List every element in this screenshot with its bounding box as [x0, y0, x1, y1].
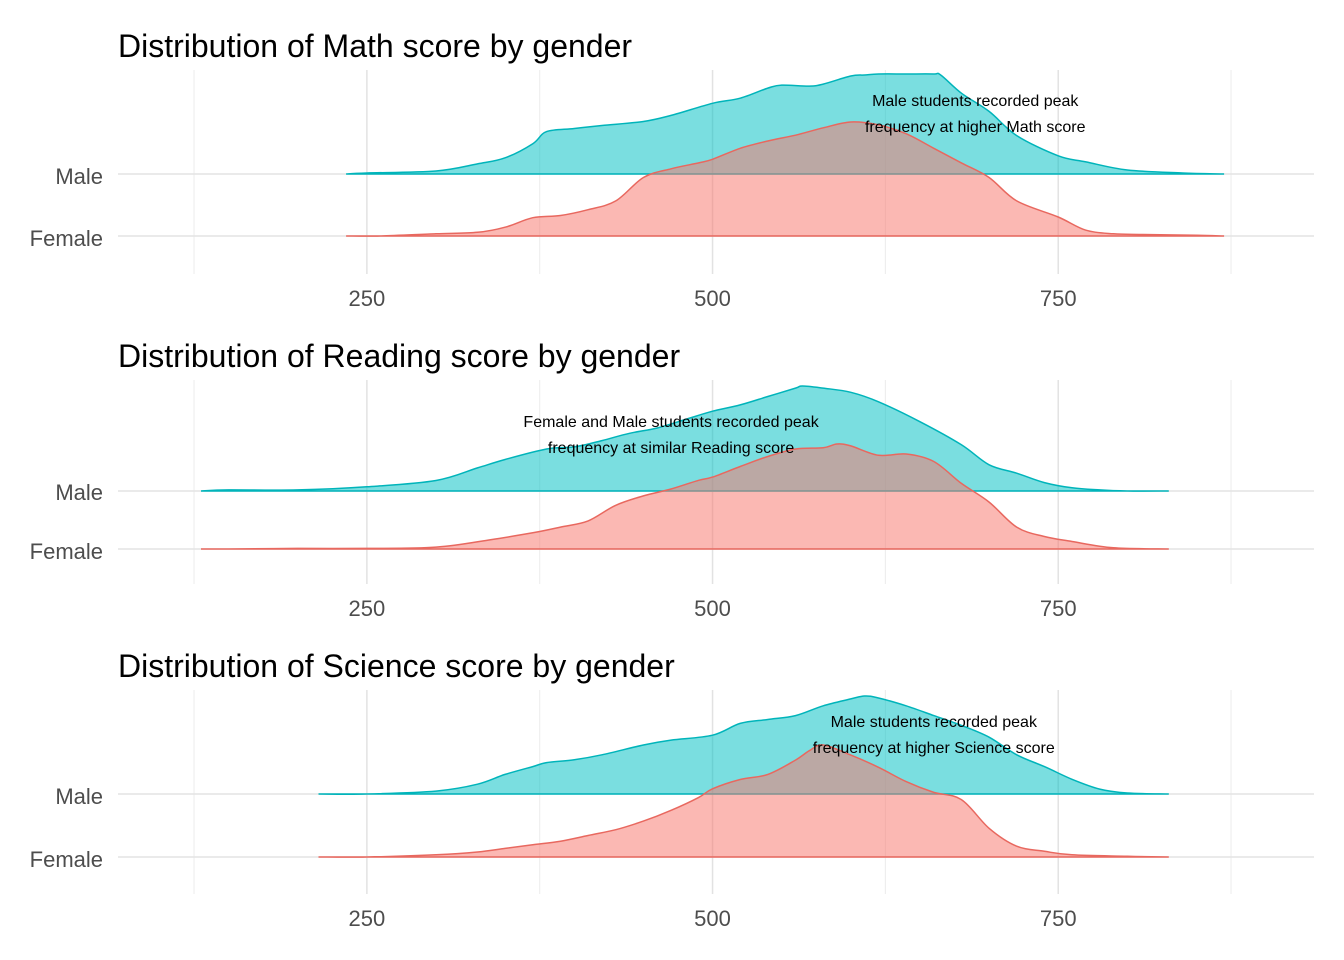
- science-chart-title: Distribution of Science score by gender: [118, 648, 675, 684]
- science-ridgeline-chart: Male students recorded peak frequency at …: [30, 690, 1314, 931]
- x-tick-label-500: 500: [694, 906, 731, 931]
- annotation-line-2: frequency at similar Reading score: [548, 440, 794, 457]
- reading-ridgeline-chart: Female and Male students recorded peak fr…: [30, 380, 1314, 621]
- y-label-male: Male: [55, 784, 103, 809]
- male-density-ridge: [346, 72, 1225, 175]
- annotation-line-1: Female and Male students recorded peak: [523, 414, 819, 431]
- math-ridgeline-chart: Male students recorded peak frequency at …: [30, 70, 1314, 311]
- science-panel: Distribution of Science score by gender …: [0, 640, 1344, 950]
- annotation-line-1: Male students recorded peak: [872, 93, 1079, 110]
- x-tick-label-250: 250: [349, 286, 386, 311]
- x-tick-label-750: 750: [1040, 286, 1077, 311]
- x-tick-label-250: 250: [349, 596, 386, 621]
- x-tick-label-500: 500: [694, 286, 731, 311]
- male-density-ridge: [200, 385, 1169, 492]
- y-label-female: Female: [30, 539, 103, 564]
- math-chart-title: Distribution of Math score by gender: [118, 28, 633, 64]
- x-tick-label-750: 750: [1040, 906, 1077, 931]
- x-tick-label-750: 750: [1040, 596, 1077, 621]
- y-label-male: Male: [55, 480, 103, 505]
- male-density-ridge: [318, 695, 1169, 795]
- annotation-line-2: frequency at higher Science score: [813, 740, 1055, 757]
- female-density-ridge: [318, 744, 1169, 858]
- x-tick-label-500: 500: [694, 596, 731, 621]
- x-tick-label-250: 250: [349, 906, 386, 931]
- math-panel: Distribution of Math score by gender Mal…: [0, 20, 1344, 330]
- female-density-ridge: [346, 121, 1225, 237]
- y-label-male: Male: [55, 164, 103, 189]
- female-density-ridge: [200, 443, 1169, 550]
- reading-chart-title: Distribution of Reading score by gender: [118, 338, 681, 374]
- annotation-line-1: Male students recorded peak: [831, 714, 1038, 731]
- y-label-female: Female: [30, 847, 103, 872]
- reading-panel: Distribution of Reading score by gender …: [0, 330, 1344, 640]
- y-label-female: Female: [30, 226, 103, 251]
- annotation-line-2: frequency at higher Math score: [865, 119, 1086, 136]
